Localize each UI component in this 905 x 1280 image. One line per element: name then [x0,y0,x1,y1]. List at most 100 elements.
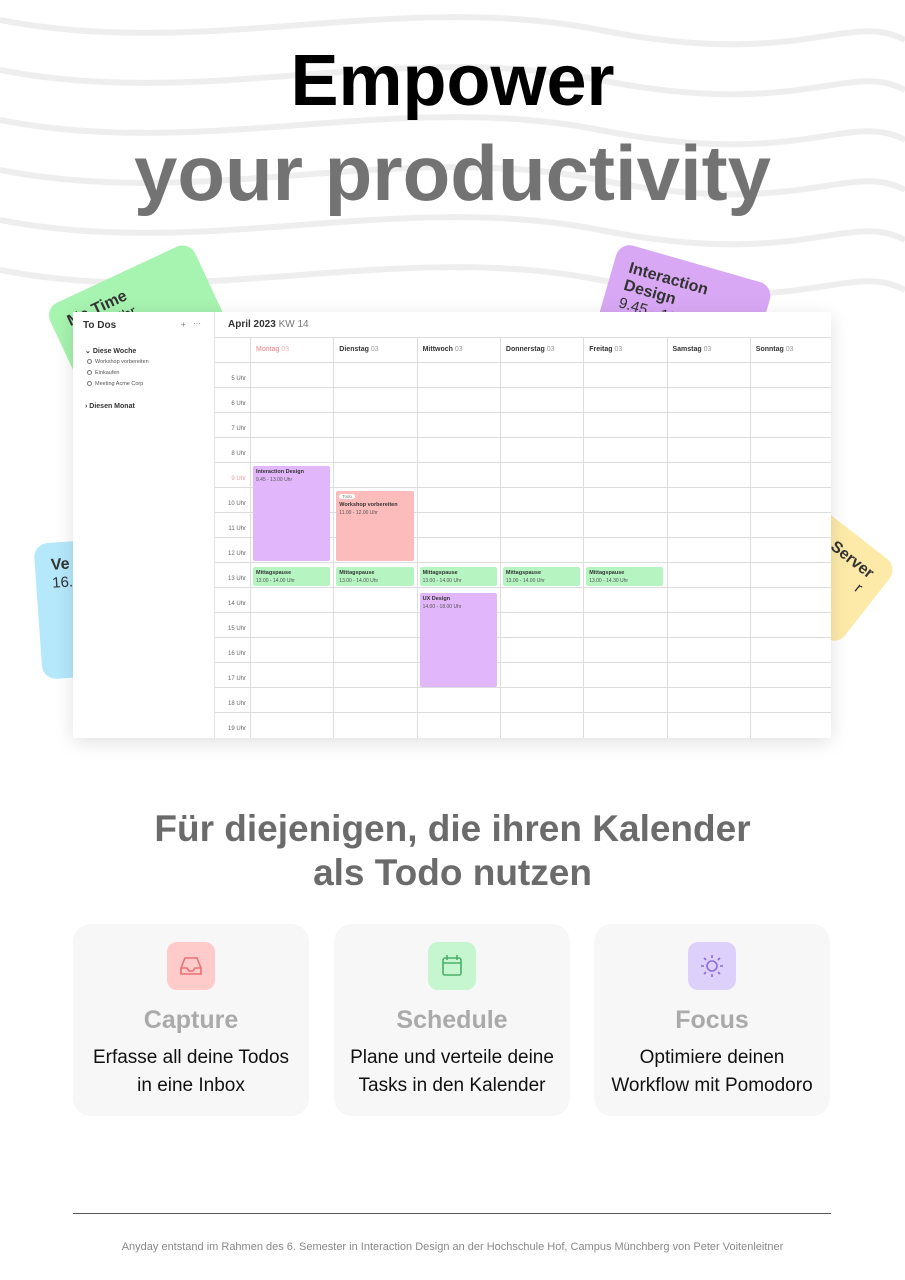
hour-label: 17 Uhr [227,676,246,682]
group[interactable]: › Diesen Monat [85,403,135,410]
hour-label: 13 Uhr [227,576,246,582]
event[interactable]: Mittagspause 13.00 - 14.00 Uhr [253,567,331,586]
event[interactable]: Mittagspause 13.00 - 14.00 Uhr [502,567,581,586]
event-tag: Todo [339,494,356,499]
grid-line [215,462,831,463]
todo-label: Meeting Acme Corp [95,381,144,387]
hour-label: 5 Uhr [231,376,246,382]
feature-card: Capture Erfasse all deine Todos in eine … [73,924,309,1116]
group[interactable]: ⌄ Diese Woche [85,348,137,355]
day-header: Donnerstag 03 [506,346,555,353]
event[interactable]: Mittagspause 13.00 - 14.00 Uhr [419,567,497,586]
grid-line [215,537,831,538]
group-label: Diese Woche [92,348,137,355]
section-heading: Für diejenigen, die ihren Kalender [154,808,751,849]
grid-line [215,637,831,638]
event-title: Mittagspause [589,570,625,576]
icon [688,942,736,990]
day-header: Sonntag 03 [756,346,794,353]
event-time: 14.00 - 18.00 Uhr [422,604,462,610]
event-title: Mittagspause [339,570,375,576]
event[interactable]: UX Design 14.00 - 18.00 Uhr [419,593,497,687]
day-date: 03 [614,346,623,353]
grid-line [215,687,831,688]
feature-card: Focus Optimiere deinen Workflow mit Pomo… [594,924,830,1116]
feature-text: Optimiere deinen Workflow mit Pomodoro [611,1047,813,1096]
week: KW 14 [278,319,309,330]
hero-subtitle: your productivity [133,129,772,217]
feature-title: Focus [675,1006,749,1034]
event-time: 13.00 - 14.00 Uhr [505,578,545,584]
todo-item[interactable]: Meeting Acme Corp [87,381,143,387]
event-title: UX Design [422,596,451,602]
calendar: To Dos + ··· ⌄ Diese Woche Workshop vorb… [73,312,831,738]
hour-label: 15 Uhr [227,626,246,632]
icon [428,942,476,990]
hour-label: 6 Uhr [231,401,246,407]
grid-line [215,587,831,588]
hour-label: 18 Uhr [227,701,246,707]
grid-line [215,512,831,513]
feature-text: Erfasse all deine Todos in eine Inbox [92,1047,290,1096]
grid-line [215,412,831,413]
event[interactable]: Mittagspause 13.00 - 14.00 Uhr [336,567,414,586]
group-label: Diesen Monat [89,403,135,410]
card-time: r [851,579,866,597]
feature-card: Schedule Plane und verteile deine Tasks … [334,924,570,1116]
hour-label: 14 Uhr [227,601,246,607]
event[interactable]: Interaction Design 9.45 - 13.00 Uhr [253,466,331,561]
hour-label: 8 Uhr [231,451,246,457]
sidebar-title: To Dos [83,320,117,331]
footer-text: Anyday entstand im Rahmen des 6. Semeste… [121,1241,784,1253]
day-header: Mittwoch 03 [423,346,463,353]
feature-title: Schedule [396,1006,508,1034]
grid-line [215,387,831,388]
event-title: Mittagspause [422,570,458,576]
grid-line [215,612,831,613]
checkbox[interactable] [87,370,92,376]
grid-line [215,437,831,438]
event[interactable]: Mittagspause 13.00 - 14.30 Uhr [586,567,664,586]
hour-label: 16 Uhr [227,651,246,657]
todo-item[interactable]: Workshop vorbereiten [87,359,149,365]
icon [167,942,215,990]
event-time: 11.00 - 12.00 Uhr [339,510,378,516]
day-date: 03 [703,346,712,353]
hour-label: 19 Uhr [227,726,246,732]
event-time: 9.45 - 13.00 Uhr [256,477,293,483]
event-title: Interaction Design [256,469,304,475]
event-time: 13.00 - 14.30 Uhr [589,578,629,584]
event-title: Mittagspause [256,570,292,576]
feature-title: Capture [143,1006,239,1034]
day-date: 03 [785,346,794,353]
day-name: Dienstag [339,346,369,353]
hour-label: 11 Uhr [228,526,246,532]
day-name: Montag [256,346,280,353]
day-date: 03 [370,346,379,353]
month: April 2023 KW 14 [228,319,309,330]
event-title: Workshop vorbereiten [339,502,398,508]
day-date: 03 [454,346,463,353]
event-title: Mittagspause [505,570,542,576]
day-header: Dienstag 03 [339,346,378,353]
day-name: Mittwoch [422,346,453,353]
todo-item[interactable]: Einkaufen [87,370,119,376]
hero-title: Empower [290,41,615,121]
day-name: Freitag [589,346,613,353]
checkbox[interactable] [87,359,92,365]
day-date: 03 [281,346,290,353]
event-time: 13.00 - 14.00 Uhr [256,578,295,584]
checkbox[interactable] [87,381,92,387]
day-name: Samstag [672,346,702,353]
add-button[interactable]: + [181,320,186,329]
grid-line [215,487,831,488]
more-button[interactable]: ··· [193,319,201,328]
section-heading: als Todo nutzen [313,852,592,893]
grid-line [215,337,831,338]
day-name: Sonntag [755,346,784,353]
event-time: 13.00 - 14.00 Uhr [339,578,379,584]
event[interactable]: Todo Workshop vorbereiten 11.00 - 12.00 Uh… [336,491,414,561]
todo-label: Einkaufen [95,370,120,376]
hour-label: 12 Uhr [227,551,246,557]
grid-line [215,662,831,663]
